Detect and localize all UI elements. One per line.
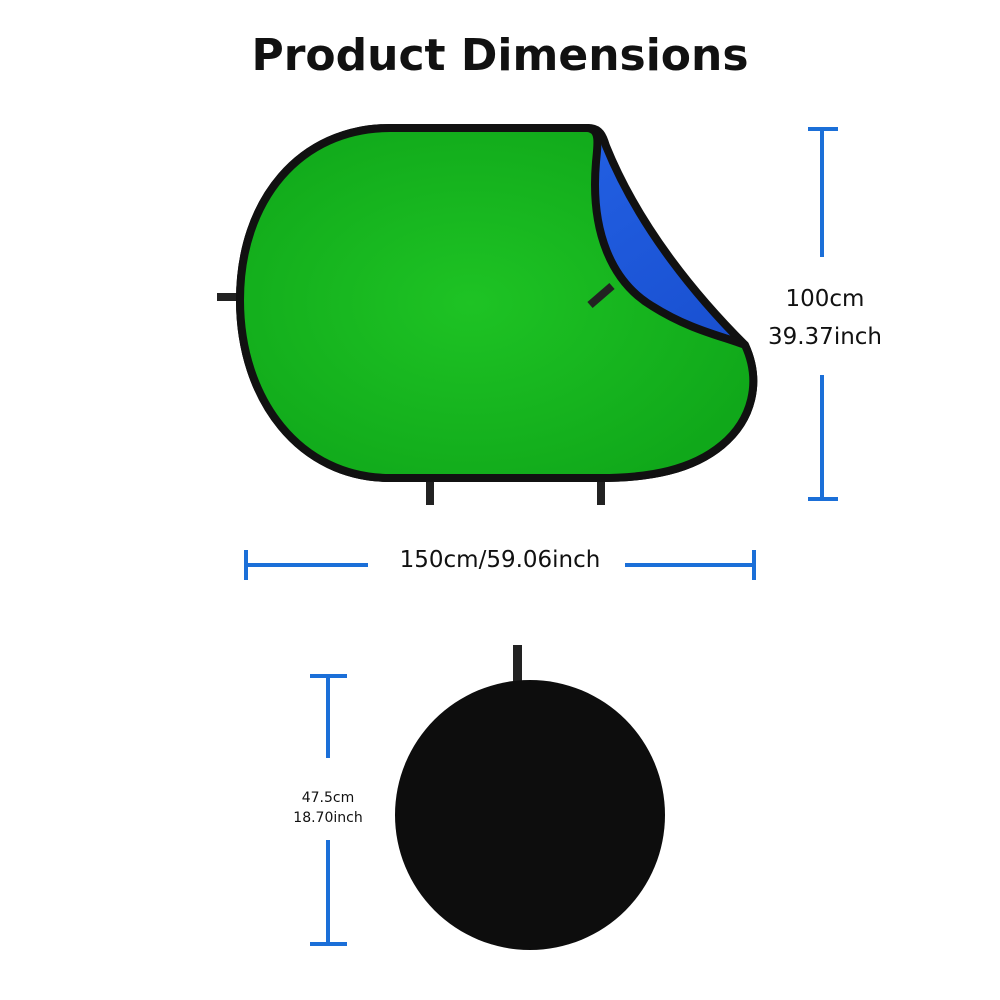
folded-disc	[395, 680, 665, 950]
dimension-lines	[244, 127, 838, 946]
green-backdrop-side	[236, 124, 758, 482]
bottom-tab-right	[597, 475, 605, 505]
inner-tab	[587, 282, 615, 309]
folded-inch: 18.70inch	[293, 810, 363, 826]
bottom-tab-left	[426, 475, 434, 505]
folded-dimension-line	[310, 674, 347, 946]
folded-label: 47.5cm 18.70inch	[268, 788, 388, 828]
frame-tabs	[217, 293, 605, 685]
height-cm: 100cm	[785, 286, 865, 312]
width-label: 150cm/59.06inch	[399, 547, 601, 573]
left-tab	[217, 293, 243, 301]
height-dimension-line	[808, 127, 838, 501]
folded-cm: 47.5cm	[301, 790, 355, 806]
height-label: 100cm 39.37inch	[740, 280, 910, 356]
height-inch: 39.37inch	[767, 324, 883, 350]
width-dimension-line	[244, 550, 756, 580]
folded-tab	[513, 645, 522, 685]
page-title: Product Dimensions	[251, 30, 749, 81]
